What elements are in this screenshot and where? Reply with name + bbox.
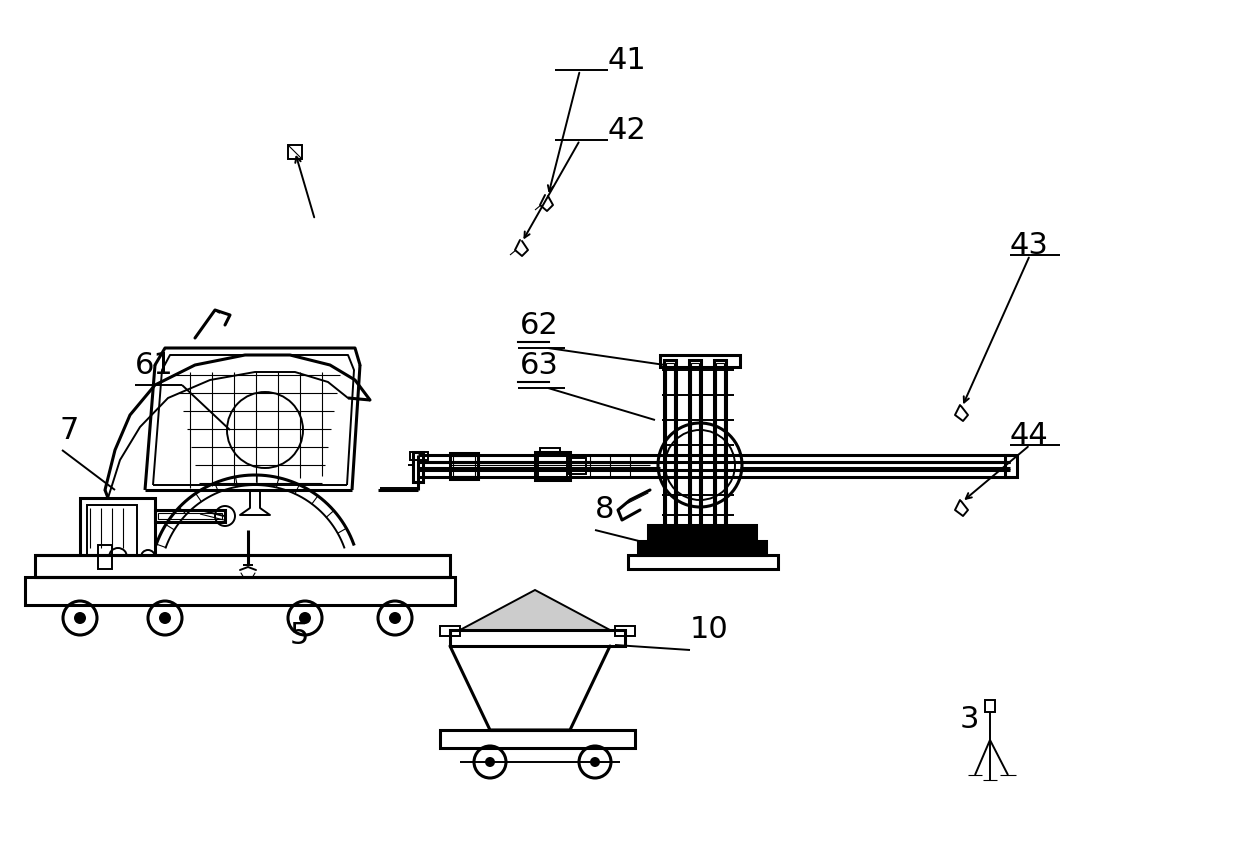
Bar [660,355,740,367]
Text: 10: 10 [689,615,729,645]
Bar [715,363,724,527]
Circle shape [74,612,86,624]
Text: 42: 42 [608,116,647,145]
Bar [440,626,460,636]
Circle shape [485,757,495,767]
Circle shape [389,612,401,624]
Bar [25,577,455,605]
Text: 43: 43 [1011,230,1049,259]
Bar [985,700,994,712]
Bar [639,541,766,555]
Bar [450,453,477,479]
Bar [1004,455,1017,477]
Bar [440,730,635,748]
Bar [453,456,475,476]
Bar [627,555,777,569]
Text: 61: 61 [135,350,174,379]
Bar [538,455,567,477]
Bar [35,555,450,577]
Bar [155,510,224,522]
Text: 63: 63 [520,351,559,380]
Bar [157,513,222,519]
Bar [410,452,428,460]
Bar [81,498,155,563]
Text: 3: 3 [960,705,980,734]
Text: 41: 41 [608,45,647,74]
Text: 44: 44 [1011,420,1049,449]
Bar [663,360,676,530]
Bar [87,505,136,555]
Bar [413,452,423,482]
Text: 62: 62 [520,311,559,340]
Bar [568,458,587,474]
Bar [539,448,560,456]
Bar [98,545,112,569]
Bar [691,363,699,527]
Polygon shape [460,590,610,630]
Bar [689,360,701,530]
Circle shape [590,757,600,767]
Text: 8: 8 [595,496,615,525]
Bar [450,630,625,646]
Bar [288,145,303,159]
Text: 5: 5 [290,621,309,650]
Bar [666,363,675,527]
Text: 7: 7 [60,415,79,444]
Circle shape [299,612,311,624]
Bar [714,360,725,530]
Bar [649,525,756,541]
Circle shape [159,612,171,624]
Bar [534,452,570,480]
Bar [615,626,635,636]
